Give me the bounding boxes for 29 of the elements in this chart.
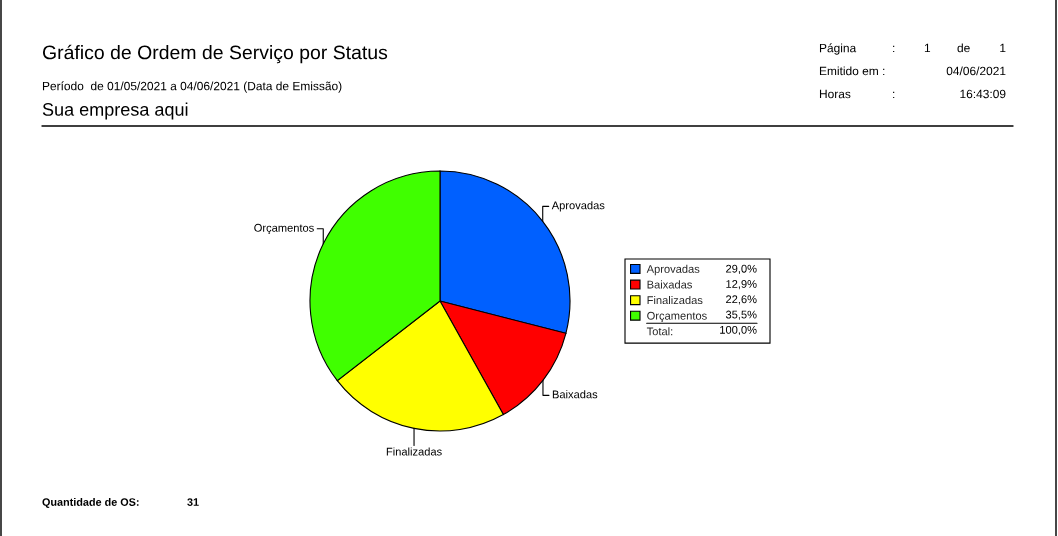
text: Horas xyxy=(819,89,851,99)
chart-title: Gráfico de Ordem de Serviço por Status xyxy=(42,44,388,64)
slice-label: Orçamentos xyxy=(254,223,314,234)
data-label: 12,9% xyxy=(726,280,757,290)
text: Página xyxy=(819,43,857,55)
text: 1 xyxy=(924,43,931,53)
slice-label: Finalizadas xyxy=(386,447,442,456)
text: 31 xyxy=(187,498,199,506)
slice-label: Aprovadas xyxy=(551,201,605,212)
legend-label: Finalizadas xyxy=(647,295,703,305)
text: : xyxy=(893,91,895,99)
text: 04/06/2021 xyxy=(946,66,1006,76)
data-label: 22,6% xyxy=(726,295,757,305)
data-label: 35,5% xyxy=(725,310,757,320)
slice-label: Baixadas xyxy=(552,390,598,399)
text: Emitido em : xyxy=(819,66,885,76)
chart-subtitle: Período de 01/05/2021 a 04/06/2021 (Data de Emissão) xyxy=(42,81,342,93)
text: de xyxy=(957,43,970,53)
legend-label: Baixadas xyxy=(647,280,692,289)
text: Sua empresa aqui xyxy=(42,102,188,120)
text: 1 xyxy=(1000,43,1006,53)
legend-label: Orçamentos xyxy=(647,311,707,322)
legend-label: Aprovadas xyxy=(646,264,700,276)
text: 100,0% xyxy=(720,325,757,336)
data-label: 29,0% xyxy=(726,264,757,274)
text: Quantidade de OS: xyxy=(42,497,139,508)
text: Total: xyxy=(646,327,673,336)
text: 16:43:09 xyxy=(960,89,1006,99)
text: : xyxy=(893,45,895,53)
